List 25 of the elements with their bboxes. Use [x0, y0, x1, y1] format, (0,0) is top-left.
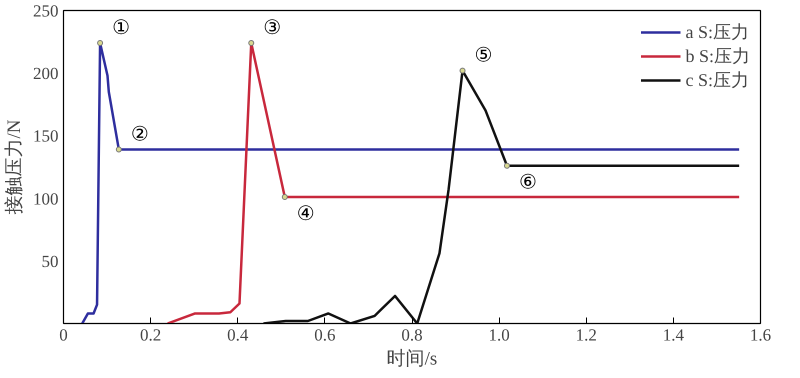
y-tick-label: 150: [33, 126, 58, 146]
y-tick-label: 200: [33, 64, 58, 84]
annotation: ④: [296, 201, 315, 226]
x-tick-label: 0: [59, 326, 68, 344]
annotation: ②: [130, 121, 149, 146]
annotation: ⑥: [518, 170, 537, 194]
legend-label: a S:压力: [685, 21, 749, 44]
y-tick-label: 250: [33, 2, 58, 20]
x-tick-label: 0.6: [314, 326, 336, 344]
x-tick-label: 0.8: [401, 326, 423, 344]
x-tick-label: 1.0: [488, 326, 510, 344]
x-tick-label: 1.4: [662, 326, 684, 344]
x-tick-label: 0.2: [140, 326, 162, 344]
x-axis-title: 时间/s: [386, 348, 438, 370]
legend-label: c S:压力: [685, 69, 749, 92]
y-tick-label: 50: [42, 252, 58, 271]
x-tick-label: 1.6: [750, 326, 772, 344]
annotation: ⑤: [474, 42, 492, 67]
annotation: ③: [263, 15, 282, 40]
legend-label: b S:压力: [685, 45, 750, 68]
y-tick-label: 100: [33, 189, 58, 208]
y-axis-title: 接触压力/N: [4, 119, 25, 214]
annotation: ①: [112, 15, 130, 40]
x-tick-label: 1.2: [576, 326, 597, 344]
x-tick-label: 0.4: [227, 326, 249, 344]
